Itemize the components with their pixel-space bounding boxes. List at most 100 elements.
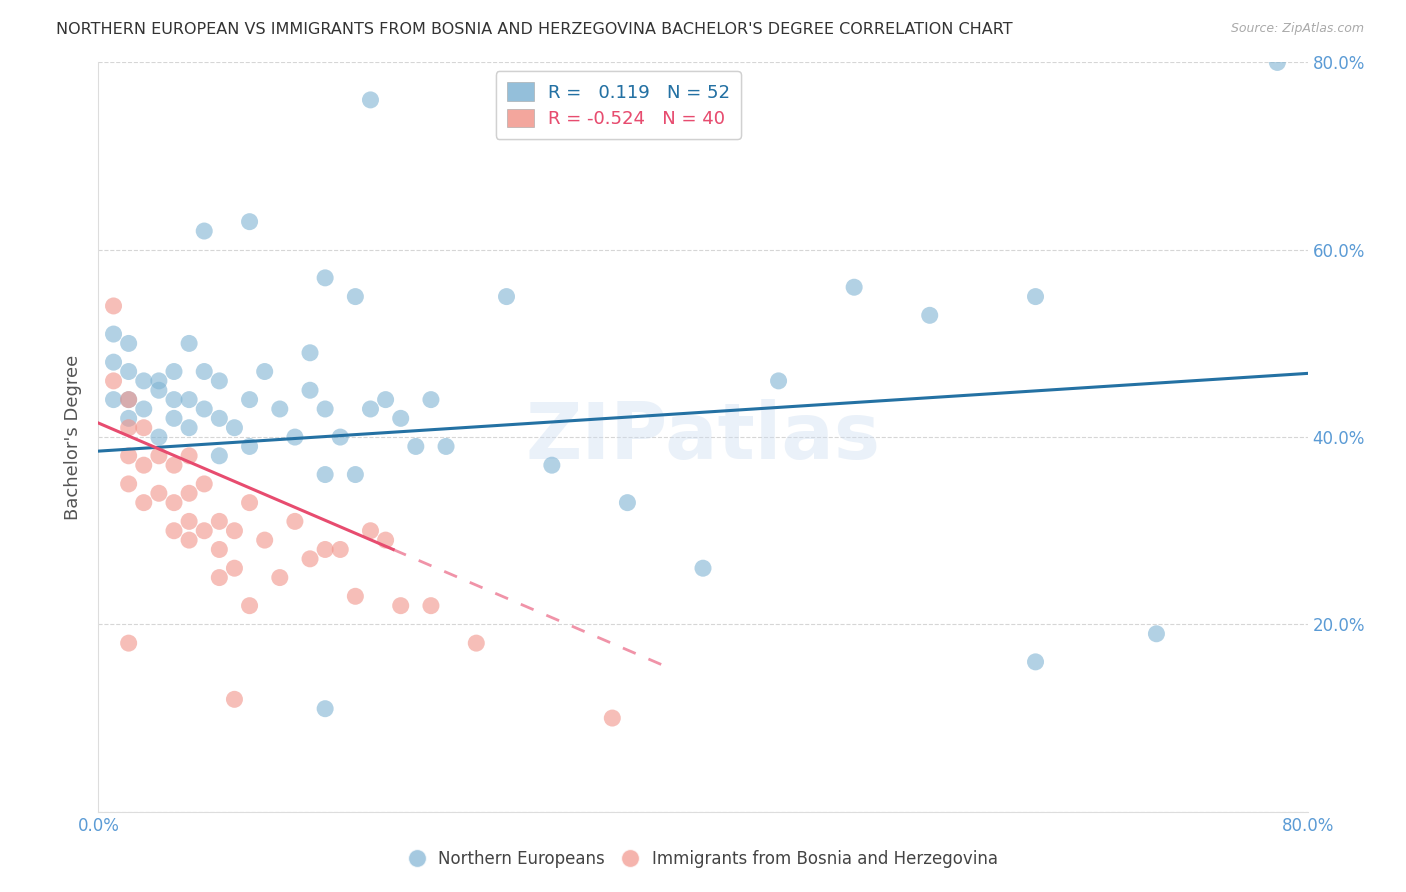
- Point: [132, 401, 155, 416]
- Point: [148, 449, 170, 463]
- Point: [179, 421, 201, 435]
- Point: [1024, 655, 1046, 669]
- Point: [495, 289, 517, 303]
- Point: [314, 701, 336, 715]
- Point: [224, 524, 246, 538]
- Point: [1144, 626, 1167, 640]
- Point: [132, 421, 155, 435]
- Point: [208, 411, 231, 425]
- Point: [132, 374, 155, 388]
- Point: [163, 411, 186, 425]
- Point: [844, 280, 866, 294]
- Point: [179, 514, 201, 528]
- Point: [103, 299, 125, 313]
- Point: [193, 224, 215, 238]
- Point: [179, 336, 201, 351]
- Point: [118, 476, 141, 491]
- Point: [239, 496, 262, 510]
- Point: [208, 542, 231, 557]
- Point: [224, 692, 246, 706]
- Point: [163, 524, 186, 538]
- Point: [299, 551, 322, 566]
- Point: [118, 392, 141, 407]
- Point: [163, 458, 186, 473]
- Point: [148, 374, 170, 388]
- Point: [314, 271, 336, 285]
- Point: [269, 571, 291, 585]
- Point: [360, 401, 382, 416]
- Point: [420, 599, 443, 613]
- Point: [540, 458, 562, 473]
- Point: [118, 365, 141, 379]
- Point: [465, 636, 488, 650]
- Point: [344, 289, 367, 303]
- Point: [208, 514, 231, 528]
- Point: [179, 449, 201, 463]
- Point: [374, 533, 396, 547]
- Point: [253, 533, 276, 547]
- Point: [405, 440, 427, 453]
- Point: [284, 514, 307, 528]
- Point: [224, 421, 246, 435]
- Point: [692, 561, 714, 575]
- Point: [434, 440, 457, 453]
- Point: [103, 326, 125, 341]
- Point: [179, 533, 201, 547]
- Point: [269, 401, 291, 416]
- Point: [329, 542, 352, 557]
- Point: [616, 496, 638, 510]
- Point: [163, 365, 186, 379]
- Point: [103, 355, 125, 369]
- Point: [118, 421, 141, 435]
- Point: [193, 476, 215, 491]
- Y-axis label: Bachelor's Degree: Bachelor's Degree: [65, 354, 83, 520]
- Point: [389, 599, 412, 613]
- Text: NORTHERN EUROPEAN VS IMMIGRANTS FROM BOSNIA AND HERZEGOVINA BACHELOR'S DEGREE CO: NORTHERN EUROPEAN VS IMMIGRANTS FROM BOS…: [56, 22, 1012, 37]
- Text: ZIPatlas: ZIPatlas: [526, 399, 880, 475]
- Point: [163, 392, 186, 407]
- Point: [299, 384, 322, 398]
- Point: [314, 467, 336, 482]
- Point: [118, 336, 141, 351]
- Point: [360, 524, 382, 538]
- Point: [360, 93, 382, 107]
- Point: [118, 449, 141, 463]
- Point: [193, 365, 215, 379]
- Point: [118, 411, 141, 425]
- Point: [179, 486, 201, 500]
- Point: [118, 392, 141, 407]
- Point: [314, 542, 336, 557]
- Point: [148, 486, 170, 500]
- Point: [208, 571, 231, 585]
- Point: [1267, 55, 1289, 70]
- Point: [420, 392, 443, 407]
- Legend: Northern Europeans, Immigrants from Bosnia and Herzegovina: Northern Europeans, Immigrants from Bosn…: [402, 844, 1004, 875]
- Point: [344, 590, 367, 604]
- Point: [103, 374, 125, 388]
- Point: [193, 524, 215, 538]
- Point: [179, 392, 201, 407]
- Point: [193, 401, 215, 416]
- Point: [768, 374, 790, 388]
- Point: [239, 392, 262, 407]
- Point: [374, 392, 396, 407]
- Point: [132, 496, 155, 510]
- Point: [148, 384, 170, 398]
- Point: [239, 440, 262, 453]
- Point: [118, 636, 141, 650]
- Point: [132, 458, 155, 473]
- Point: [602, 711, 624, 725]
- Point: [103, 392, 125, 407]
- Legend: R =   0.119   N = 52, R = -0.524   N = 40: R = 0.119 N = 52, R = -0.524 N = 40: [496, 71, 741, 139]
- Point: [344, 467, 367, 482]
- Point: [239, 214, 262, 228]
- Point: [918, 308, 941, 322]
- Text: Source: ZipAtlas.com: Source: ZipAtlas.com: [1230, 22, 1364, 36]
- Point: [208, 449, 231, 463]
- Point: [163, 496, 186, 510]
- Point: [1024, 289, 1046, 303]
- Point: [389, 411, 412, 425]
- Point: [253, 365, 276, 379]
- Point: [239, 599, 262, 613]
- Point: [299, 345, 322, 359]
